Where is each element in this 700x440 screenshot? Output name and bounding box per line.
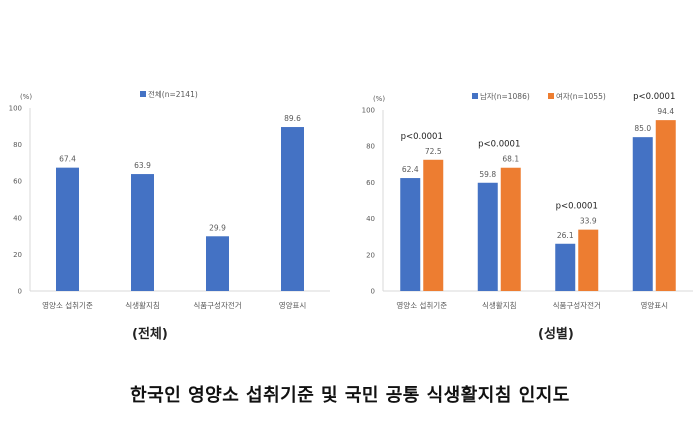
data-label: 67.4 [59,155,76,164]
y-tick-label: 0 [371,288,375,296]
legend-swatch [140,91,146,97]
data-label: 62.4 [402,165,419,174]
bar [423,159,444,291]
right-chart-caption: (성별) [538,327,574,342]
category-label: 영양소 섭취기준 [396,300,447,310]
page-title: 한국인 영양소 섭취기준 및 국민 공통 식생활지침 인지도 [130,385,570,406]
data-label: 29.9 [209,223,226,232]
significance-annotation: p<0.0001 [401,132,443,142]
legend-label: 남자(n=1086) [480,92,530,101]
category-label: 영양표시 [640,300,668,310]
data-label: 89.6 [284,114,301,123]
y-tick-label: 100 [9,105,22,113]
bar [578,229,599,291]
bar [555,243,576,291]
bar [281,127,304,291]
bar [477,182,498,291]
legend-swatch [548,93,554,99]
bar [400,178,421,291]
category-label: 식생활지침 [482,300,517,310]
significance-annotation: p<0.0001 [478,140,520,150]
y-tick-label: 20 [366,251,375,259]
data-label: 94.4 [657,107,674,116]
y-tick-label: 60 [366,179,375,187]
legend-swatch [472,93,478,99]
bar [206,236,229,291]
significance-annotation: p<0.0001 [556,202,598,212]
y-tick-label: 0 [18,288,22,296]
category-label: 영양표시 [279,300,307,310]
y-tick-label: 60 [13,178,22,186]
bar [632,137,653,291]
bar [655,120,676,291]
legend-label: 여자(n=1055) [556,91,606,101]
significance-annotation: p<0.0001 [633,92,675,102]
y-tick-label: 80 [366,143,375,151]
y-unit-label: (%) [373,95,385,103]
data-label: 72.5 [425,147,442,156]
left-chart-caption: (전체) [132,327,168,342]
bar [500,167,521,291]
bar [56,167,79,291]
y-tick-label: 40 [366,215,375,223]
category-label: 식품구성자전거 [553,300,601,310]
y-tick-label: 80 [13,141,22,149]
y-unit-label: (%) [20,93,32,101]
y-tick-label: 100 [362,107,375,115]
data-label: 85.0 [634,124,651,133]
bar [131,174,154,291]
data-label: 59.8 [479,170,496,179]
legend-label: 전체(n=2141) [148,89,198,99]
data-label: 63.9 [134,161,151,170]
category-label: 식품구성자전거 [193,300,241,310]
data-label: 68.1 [502,155,519,164]
y-tick-label: 20 [13,251,22,259]
y-tick-label: 40 [13,214,22,222]
category-label: 식생활지침 [125,300,160,310]
category-label: 영양소 섭취기준 [42,300,93,310]
data-label: 33.9 [580,217,597,226]
data-label: 26.1 [557,231,574,240]
